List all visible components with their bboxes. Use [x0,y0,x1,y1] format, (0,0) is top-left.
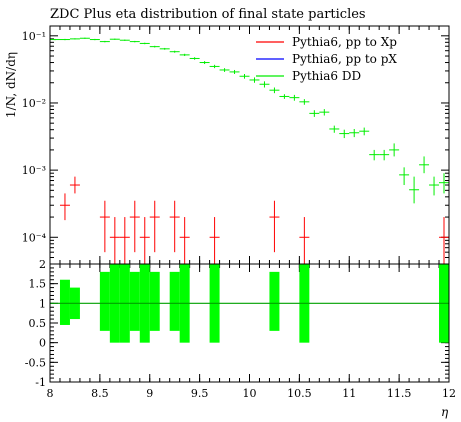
data-point [319,109,330,116]
legend-label: Pythia6, pp to pX [292,52,397,66]
data-point [109,38,120,40]
data-point [69,38,80,40]
x-tick-label: 9.5 [191,387,209,400]
data-point [299,217,310,264]
data-point [119,39,130,41]
ratio-band [129,271,140,331]
data-point [289,94,300,101]
data-point [259,81,270,88]
data-point [129,200,140,253]
ratio-panel [49,263,450,383]
data-point [59,193,70,221]
data-point [209,217,220,264]
y-tick-label: 10⁻³ [22,164,46,177]
data-point [379,149,390,161]
data-point [269,200,280,253]
data-point [279,94,290,99]
ratio-frame [49,263,450,383]
data-point [339,129,350,139]
data-point [79,37,90,39]
data-point [179,53,190,57]
data-point [359,127,370,136]
data-point [219,68,230,72]
data-point [299,99,310,105]
data-point [349,128,360,138]
data-point [149,200,160,253]
x-tick-label: 12 [442,387,456,400]
data-point [439,217,449,264]
x-tick-label: 8 [47,387,54,400]
y-tick-label: 10⁻² [22,97,46,110]
data-point [179,217,190,264]
data-point [119,217,130,264]
data-point [249,77,260,83]
ratio-band [169,271,180,331]
x-tick-label: 11 [342,387,356,400]
data-point [309,110,320,117]
x-tick-label: 11.5 [387,387,412,400]
x-axis-label: η [441,405,449,419]
data-point [439,173,449,194]
data-point [89,38,100,41]
data-point [139,217,150,264]
ratio-y-tick-label: 1 [39,297,46,310]
data-point [389,143,400,157]
main-panel [49,26,450,265]
data-point [69,176,80,194]
x-tick-label: 9 [146,387,153,400]
data-point [129,40,140,43]
data-point [189,57,200,60]
data-point [369,149,380,161]
data-point [99,40,110,43]
x-tick-label: 10 [243,387,257,400]
legend-label: Pythia6, pp to Xp [292,35,397,49]
data-point [139,42,150,45]
data-point [329,125,340,133]
data-point [399,167,410,186]
ratio-band [99,271,110,331]
data-point [419,156,430,174]
ratio-band [269,271,280,331]
ratio-band [59,279,70,325]
x-tick-label: 8.5 [91,387,109,400]
ratio-y-tick-label: 0.5 [29,317,47,330]
ratio-y-tick-label: 2 [39,258,46,271]
data-point [159,47,170,50]
legend-label: Pythia6 DD [292,69,361,83]
data-point [149,45,160,48]
data-point [99,200,110,253]
data-point [269,87,280,94]
data-point [239,73,250,79]
legend: Pythia6, pp to Xp Pythia6, pp to pX Pythia… [256,35,397,83]
ratio-y-tick-label: 0 [39,337,46,350]
y-tick-label: 10⁻⁴ [22,231,47,244]
chart-title: ZDC Plus eta distribution of final state… [50,7,366,22]
data-point [409,176,420,204]
ratio-y-tick-label: 1.5 [29,278,47,291]
data-point [199,61,210,65]
data-point [169,50,180,53]
data-point [429,176,440,196]
y-tick-label: 10⁻¹ [22,30,46,43]
data-point [59,38,70,41]
data-point [169,200,180,253]
ratio-y-tick-label: -0.5 [25,356,46,369]
y-axis-label: 1/N, dN/dη [4,52,18,118]
data-point [229,69,240,74]
data-point [109,217,120,264]
data-point [50,38,60,41]
ratio-y-tick-label: -1 [35,376,46,389]
x-tick-label: 10.5 [287,387,312,400]
ratio-band [149,271,160,331]
data-point [209,64,220,69]
